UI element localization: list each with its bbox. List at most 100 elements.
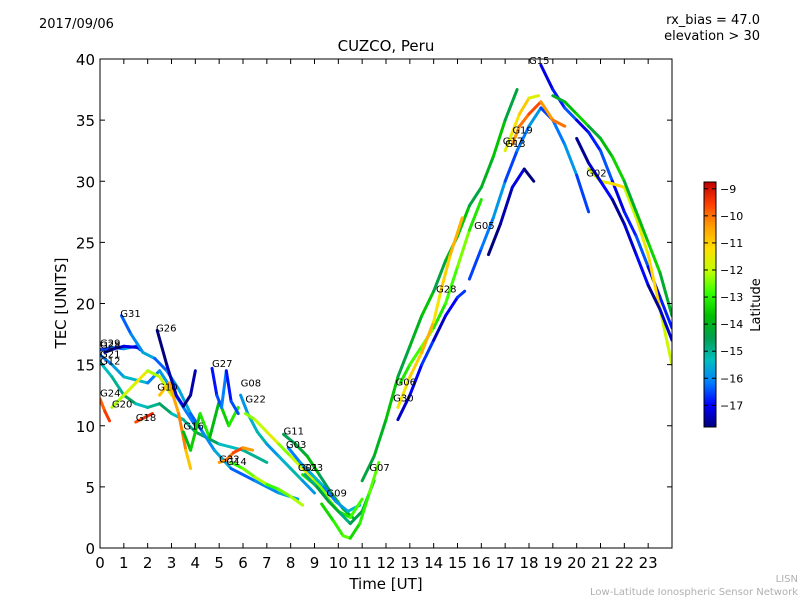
prn-label: G02 <box>586 168 606 179</box>
trace-segment-G30 <box>408 350 424 379</box>
prn-labels: G29G28G21G12G24G20G18G31G26G10G16G27G08G… <box>100 56 607 500</box>
trace-segment-G17 <box>517 96 531 116</box>
x-tick-label: 13 <box>400 554 419 572</box>
trace-segment-G23 <box>303 473 319 489</box>
trace-segment-G14 <box>265 482 281 491</box>
x-tick-label: 15 <box>448 554 467 572</box>
trace-segment-G09 <box>367 460 381 495</box>
trace-segment-G14 <box>253 475 269 486</box>
trace-segment-G15 <box>622 210 638 238</box>
trace-segment-G12 <box>110 375 126 397</box>
trace-segment-G32 <box>224 451 235 462</box>
trace-segment-G12 <box>134 402 150 409</box>
y-tick-label: 15 <box>76 357 95 375</box>
x-tick-label: 11 <box>353 554 372 572</box>
y-tick-label: 20 <box>76 296 95 314</box>
prn-label: G23 <box>303 463 323 474</box>
trace-segment-G05 <box>491 179 507 220</box>
trace-segment-G15 <box>539 63 555 92</box>
trace-segment-G28 <box>432 314 448 342</box>
x-tick-label: 22 <box>615 554 634 572</box>
x-tick-label: 18 <box>519 554 538 572</box>
trace-segment-G07 <box>396 344 412 379</box>
trace-segment-G20 <box>146 369 162 379</box>
trace-segment-G03 <box>334 500 350 513</box>
trace-segment-G31 <box>212 448 233 471</box>
prn-label: G28 <box>436 284 456 295</box>
trace-segment-G28 <box>103 347 116 354</box>
colorbar-tick-label: −11 <box>720 237 743 250</box>
trace-segment-G17 <box>510 112 521 134</box>
rx-bias-label: rx_bias = 47.0 <box>666 13 760 28</box>
trace-segment-G19 <box>510 124 521 147</box>
credit-short-name: LISN <box>775 574 798 585</box>
trace-segment-G32 <box>241 446 255 452</box>
trace-segment-G20 <box>122 381 138 397</box>
x-tick-label: 1 <box>119 554 129 572</box>
trace-segment-G30 <box>439 253 452 293</box>
colorbar-gradient <box>703 181 717 428</box>
trace-segment-G30 <box>420 320 436 354</box>
trace-segment-G02b <box>587 124 602 140</box>
trace-segment-G19 <box>517 112 531 128</box>
prn-label: G29 <box>100 338 120 349</box>
credit-long-name: Low-Latitude Ionospheric Sensor Network <box>590 587 798 598</box>
trace-segment-G09 <box>348 522 362 540</box>
trace-segment-G06 <box>408 344 424 367</box>
trace-segment-G10 <box>158 381 171 397</box>
trace-segment-G08 <box>301 479 316 495</box>
y-tick-label: 10 <box>76 418 95 436</box>
trace-segment-G27 <box>229 399 240 416</box>
x-tick-label: 8 <box>286 554 296 572</box>
prn-label: G09 <box>326 489 346 500</box>
prn-label: G28 <box>100 341 120 352</box>
colorbar-tick-label: −15 <box>720 345 743 358</box>
colorbar-tick-label: −14 <box>720 318 743 331</box>
prn-label: G26 <box>156 324 176 335</box>
elevation-label: elevation > 30 <box>664 29 760 44</box>
trace-segment-G03 <box>310 473 326 489</box>
trace-segment-G28 <box>112 344 126 351</box>
satellite-traces <box>100 63 672 540</box>
trace-segment-G07 <box>503 88 519 122</box>
x-tick-label: 0 <box>95 554 105 572</box>
trace-segment-G07 <box>420 289 436 318</box>
trace-segment-G14 <box>241 467 257 479</box>
colorbar-label: Latitude <box>749 278 764 332</box>
trace-segment-G28 <box>420 338 436 367</box>
colorbar-tick-label: −12 <box>720 264 743 277</box>
trace-segment-G22 <box>265 430 281 446</box>
x-tick-label: 3 <box>167 554 177 572</box>
trace-segment-G11 <box>305 454 321 477</box>
trace-segment-G07 <box>491 118 507 159</box>
trace-segment-G07 <box>479 155 495 189</box>
date-label: 2017/09/06 <box>39 17 114 32</box>
x-tick-label: 2 <box>143 554 153 572</box>
prn-label: G11 <box>284 426 304 437</box>
trace-segment-G22 <box>301 467 316 483</box>
parameters-label: rx_bias = 47.0 elevation > 30 <box>664 13 760 45</box>
y-tick-label: 40 <box>76 51 95 69</box>
trace-segment-G05 <box>551 118 567 147</box>
prn-label: G21 <box>100 349 120 360</box>
trace-segment-G02b <box>610 155 626 183</box>
trace-segment-G02 <box>634 216 650 257</box>
trace-segment-G13 <box>522 167 536 183</box>
trace-segment-G30 <box>396 375 412 409</box>
trace-segment-G27 <box>210 366 219 397</box>
trace-segment-G02b <box>622 179 638 214</box>
trace-segment-G08 <box>289 467 305 483</box>
x-tick-label: 12 <box>376 554 395 572</box>
trace-segment-G22 <box>313 479 328 495</box>
trace-segment-G28 <box>456 289 467 299</box>
trace-segment-G05b <box>658 308 672 342</box>
trace-segment-G05b <box>634 253 650 287</box>
chart-title: CUZCO, Peru <box>337 37 435 55</box>
trace-segment-G26 <box>189 369 197 397</box>
trace-segment-G12 <box>122 393 138 406</box>
trace-segment-G21 <box>146 369 162 385</box>
trace-segment-G06 <box>398 363 412 385</box>
prn-label: G20 <box>112 399 132 410</box>
trace-segment-G05b <box>575 136 591 165</box>
y-tick-label: 35 <box>76 112 95 130</box>
